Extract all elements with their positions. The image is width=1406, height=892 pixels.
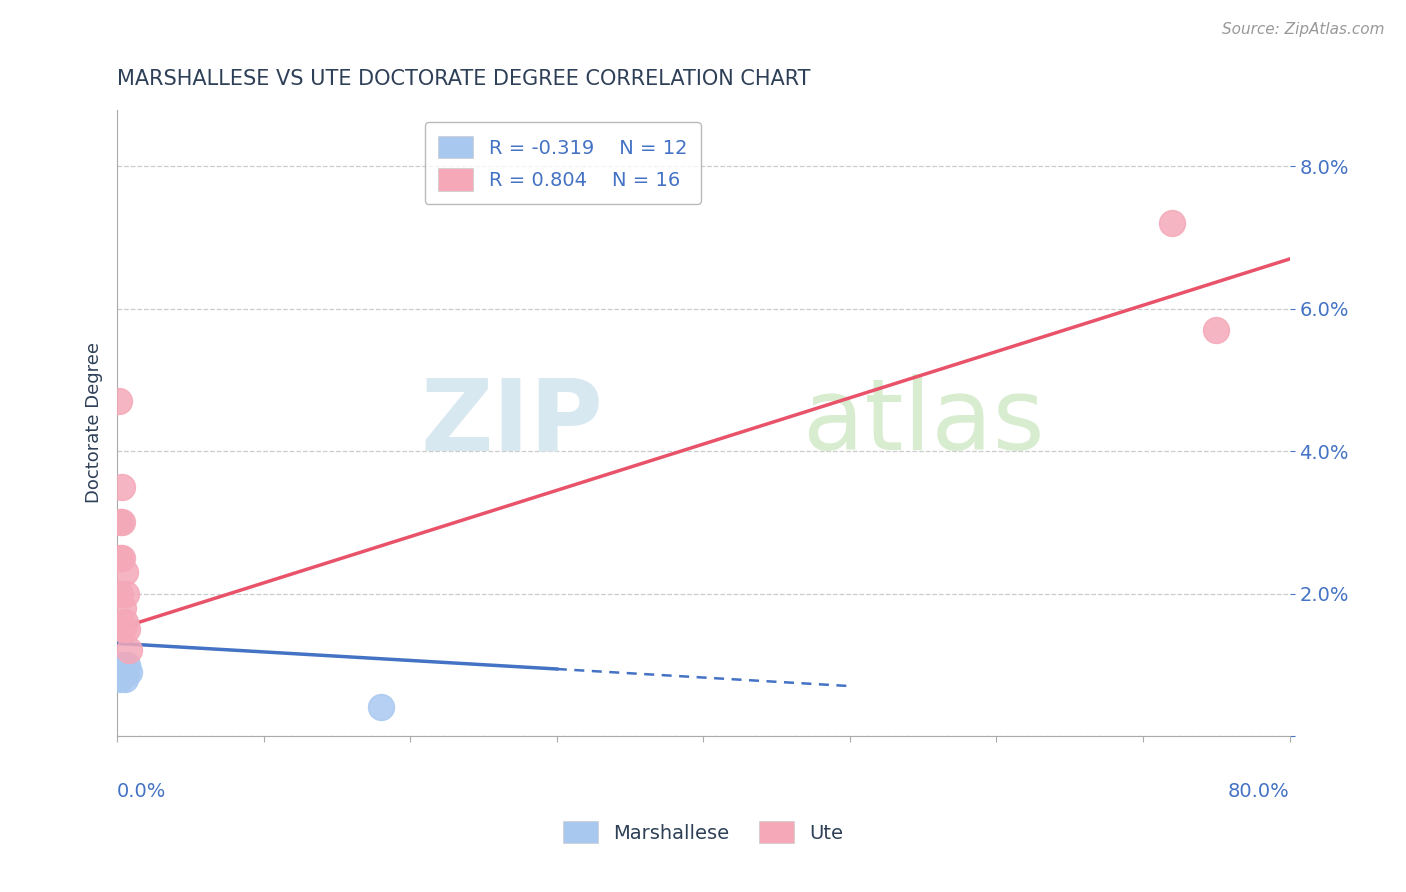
Text: 0.0%: 0.0% [117,782,166,801]
Text: ZIP: ZIP [420,375,603,471]
Point [114,565,136,579]
Point [112,622,135,636]
Point [117,657,139,672]
Point [107,394,129,409]
Point [118,643,141,657]
Point [370,700,392,714]
Text: atlas: atlas [803,375,1045,471]
Point [107,657,129,672]
Text: Source: ZipAtlas.com: Source: ZipAtlas.com [1222,22,1385,37]
Point [110,516,132,530]
Legend: R = -0.319    N = 12, R = 0.804    N = 16: R = -0.319 N = 12, R = 0.804 N = 16 [425,122,700,204]
Point [110,480,132,494]
Text: MARSHALLESE VS UTE DOCTORATE DEGREE CORRELATION CHART: MARSHALLESE VS UTE DOCTORATE DEGREE CORR… [117,69,811,88]
Point [110,665,132,679]
Point [1205,323,1227,337]
Text: 80.0%: 80.0% [1227,782,1289,801]
Point [112,600,135,615]
Point [108,586,131,600]
Point [112,657,135,672]
Point [110,665,132,679]
Point [115,586,138,600]
Point [115,665,138,679]
Point [112,665,135,679]
Point [108,672,131,686]
Point [110,551,132,566]
Point [1161,216,1184,230]
Point [108,551,131,566]
Legend: Marshallese, Ute: Marshallese, Ute [555,813,851,851]
Point [118,665,141,679]
Point [114,615,136,629]
Point [114,672,136,686]
Point [117,622,139,636]
Y-axis label: Doctorate Degree: Doctorate Degree [86,343,103,503]
Point [108,516,131,530]
Point [108,665,131,679]
